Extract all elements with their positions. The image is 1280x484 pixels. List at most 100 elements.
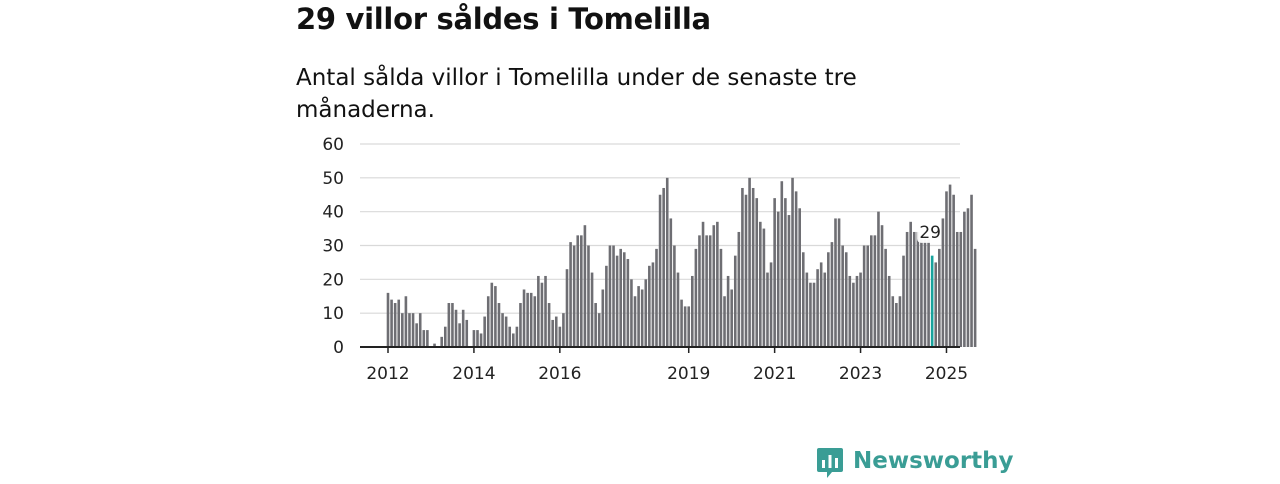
bar [966,208,970,347]
bar [669,218,673,347]
y-axis: 0 10 20 30 40 50 60 [322,135,344,358]
bar [691,275,694,347]
bar [451,303,454,347]
bar [597,313,601,347]
bar [870,235,873,347]
bar [590,272,594,347]
bar [483,316,486,347]
bar [554,316,558,347]
bar [873,235,877,347]
bar [544,275,547,347]
bar [909,221,912,347]
bar [726,275,730,347]
bar [687,306,691,347]
bar [558,326,562,347]
bar [644,279,648,347]
highlight-value-label: 29 [919,223,941,243]
bar [902,255,905,347]
bar [658,194,662,347]
bar [780,181,784,347]
bar [719,248,723,347]
bar [787,215,791,347]
bar [762,228,766,347]
bar [540,282,544,347]
bar [766,272,769,347]
bar [526,292,529,347]
bar [497,303,501,347]
bar [465,319,469,347]
page-title: 29 villor såldes i Tomelilla [296,2,711,36]
bar [565,269,569,347]
bar [648,265,651,347]
bar [676,272,680,347]
y-tick-label: 60 [322,135,344,155]
bar [723,296,726,347]
bar [680,299,683,347]
bar [515,326,519,347]
bar [877,211,880,347]
bar [837,218,841,347]
x-tick-label: 2016 [538,364,581,384]
bar [501,313,504,347]
bar [458,323,461,347]
bar [572,245,576,347]
bar [791,177,794,347]
bar [662,187,665,347]
x-tick-label: 2012 [366,364,409,384]
bar [637,286,640,347]
bar [580,235,583,347]
bar [855,275,859,347]
bar [486,296,490,347]
bar [694,248,698,347]
bar [830,242,834,347]
highlight-label-background [917,220,942,243]
annotations: 29 [917,220,942,243]
x-tick-label: 2023 [839,364,882,384]
bar [776,211,780,347]
bar [569,242,572,347]
bar [651,262,655,347]
bar [895,303,898,347]
bar [891,296,895,347]
bar [390,299,393,347]
bar [490,282,494,347]
bar [415,323,418,347]
bar [938,248,941,347]
bar [519,303,522,347]
bar [945,191,948,347]
bar [529,292,533,347]
bar [912,231,916,347]
bar [479,333,483,347]
chart-subtitle: Antal sålda villor i Tomelilla under de … [296,65,857,123]
bar [440,336,443,347]
bar [418,313,422,347]
bar [594,303,597,347]
bar [655,248,658,347]
bar [705,235,708,347]
bar [963,211,966,347]
x-axis: 2012 2014 2016 2019 2021 2023 2025 [360,346,968,384]
newsworthy-logo-icon [817,448,843,478]
bar [522,289,526,347]
bar [683,306,687,347]
y-tick-label: 30 [322,237,344,257]
bar [934,262,938,347]
bar [537,275,540,347]
bar [533,296,537,347]
bar [626,259,630,347]
bar [884,248,887,347]
bar-highlight [930,255,934,347]
bar [512,333,515,347]
bar [755,198,759,347]
bar [751,187,755,347]
bar [744,194,748,347]
bar [905,231,909,347]
bar [397,299,401,347]
y-tick-label: 0 [333,338,344,358]
bar [547,303,551,347]
bar [508,326,512,347]
bar [941,218,945,347]
bar [809,282,812,347]
bar [748,177,751,347]
bar [827,252,830,347]
